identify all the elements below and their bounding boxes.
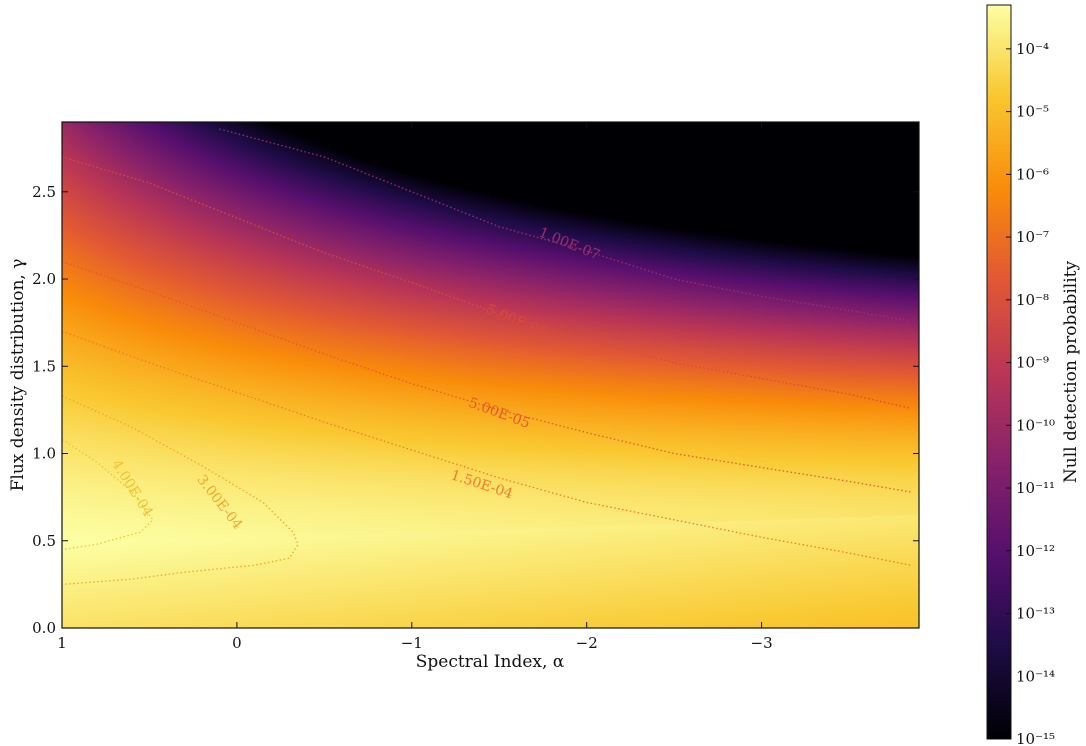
y-tick-label: 0.0 xyxy=(32,619,56,637)
colorbar-ticks: 10⁻¹⁵ 10⁻¹⁴ 10⁻¹³ 10⁻¹² 10⁻¹¹ 10⁻¹⁰ 10⁻⁹ 10⁻⁸ 10… xyxy=(1006,40,1055,746)
colorbar-tick-label: 10⁻⁶ xyxy=(1016,165,1049,183)
colorbar: 10⁻¹⁵ 10⁻¹⁴ 10⁻¹³ 10⁻¹² 10⁻¹¹ 10⁻¹⁰ 10⁻⁹ 10⁻⁸ 10… xyxy=(986,4,1081,746)
colorbar-label: Null detection probability xyxy=(1061,261,1081,484)
x-axis-label: Spectral Index, α xyxy=(416,652,565,672)
heatmap xyxy=(62,122,919,628)
contour-line xyxy=(62,330,911,566)
contour-line xyxy=(62,439,154,551)
contour-line xyxy=(62,156,911,409)
colorbar-tick-label: 10⁻⁵ xyxy=(1016,103,1049,121)
colorbar-tick-label: 10⁻¹⁵ xyxy=(1016,730,1055,746)
colorbar-tick-label: 10⁻¹¹ xyxy=(1016,479,1055,497)
x-tick-label: −3 xyxy=(751,634,773,652)
x-tick-label: −1 xyxy=(401,634,423,652)
y-tick-label: 0.5 xyxy=(32,532,56,550)
y-axis-ticks: 0.0 0.5 1.0 1.5 2.0 2.5 xyxy=(32,183,919,637)
colorbar-tick-label: 10⁻⁷ xyxy=(1016,228,1049,246)
colorbar-tick-label: 10⁻¹³ xyxy=(1016,605,1055,623)
x-axis-ticks: 1 0 −1 −2 −3 xyxy=(57,122,773,652)
colorbar-tick-label: 10⁻⁹ xyxy=(1016,354,1049,372)
colorbar-tick-label: 10⁻¹² xyxy=(1016,542,1055,560)
y-tick-label: 2.0 xyxy=(32,270,56,288)
y-tick-label: 1.0 xyxy=(32,445,56,463)
colorbar-tick-label: 10⁻¹⁴ xyxy=(1016,667,1055,685)
plot-frame xyxy=(61,121,920,629)
x-tick-label: 0 xyxy=(232,634,242,652)
colorbar-tick-label: 10⁻¹⁰ xyxy=(1016,416,1055,434)
colorbar-frame xyxy=(986,4,1012,740)
y-tick-label: 1.5 xyxy=(32,357,56,375)
y-tick-label: 2.5 xyxy=(32,183,56,201)
x-tick-label: 1 xyxy=(57,634,67,652)
x-tick-label: −2 xyxy=(576,634,598,652)
colorbar-tick-label: 10⁻⁴ xyxy=(1016,40,1049,58)
contour-line xyxy=(62,260,911,493)
y-axis-label: Flux density distribution, γ xyxy=(8,259,28,492)
colorbar-tick-label: 10⁻⁸ xyxy=(1016,291,1049,309)
